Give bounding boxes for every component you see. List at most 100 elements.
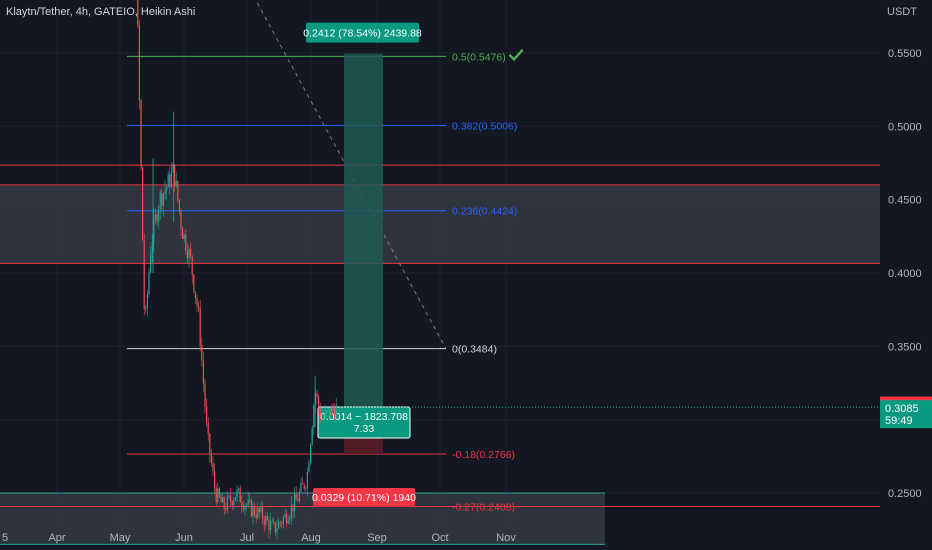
target-label-box: [306, 22, 419, 43]
candle-body: [258, 507, 261, 513]
candle-body: [137, 0, 139, 25]
candle-body: [162, 193, 165, 206]
candle-body: [234, 497, 237, 501]
candle-body: [228, 495, 230, 497]
candle-body: [143, 240, 145, 310]
candle-body: [207, 422, 209, 434]
y-tick-label: 0.4000: [888, 268, 922, 280]
candle-body: [186, 250, 189, 259]
candle-body: [191, 255, 193, 275]
candle-body: [177, 180, 179, 200]
candle-body: [231, 501, 233, 506]
time-axis[interactable]: Apr May Jun Jul Aug Sep Oct Nov 5: [2, 532, 516, 544]
supply-zone: [0, 493, 605, 545]
candle-body: [154, 214, 157, 219]
candle-body: [151, 241, 153, 255]
zones: [0, 164, 880, 545]
current-price-badge: 0.3085: [885, 403, 919, 415]
y-tick-label: 0.4500: [888, 195, 922, 207]
candle-body: [233, 500, 235, 506]
candle-body: [230, 495, 232, 502]
candle-body: [166, 187, 168, 191]
candle-body: [281, 522, 283, 524]
candle-body: [210, 454, 213, 464]
candle-body: [284, 513, 286, 518]
candle-body: [305, 488, 307, 490]
candle-body: [319, 407, 321, 420]
candle-body: [161, 192, 163, 206]
candle-body: [241, 502, 243, 506]
current-price-badge-box: [880, 400, 932, 429]
x-tick-label: Nov: [496, 532, 516, 544]
candle-body: [273, 521, 275, 523]
candle-body: [306, 472, 309, 489]
candle-body: [289, 517, 291, 521]
fib-level-label: 0.236(0.4424): [452, 206, 517, 218]
candle-body: [295, 494, 297, 500]
candle-body: [302, 482, 304, 485]
position-profit-area: [344, 53, 383, 408]
symbol-title: Klaytn/Tether, 4h, GATEIO, Heikin Ashi: [6, 6, 196, 18]
candle-body: [140, 100, 142, 168]
candle-body: [212, 463, 214, 472]
fib-level-label: -0.27(0.2408): [452, 501, 515, 513]
candle-body: [214, 471, 216, 488]
candle-body: [196, 297, 198, 307]
candle-body: [246, 504, 248, 506]
candle-body: [220, 496, 222, 503]
candle-body: [226, 496, 229, 511]
candle-body: [236, 489, 238, 498]
price-axis[interactable]: 0.25000.30000.35000.40000.45000.50000.55…: [888, 0, 922, 500]
candle-body: [257, 507, 259, 518]
countdown-label: 59:49: [885, 415, 913, 427]
candle-body: [183, 234, 185, 240]
candle-body: [268, 520, 270, 531]
long-position-tool[interactable]: 0.2412 (78.54%) 2439.88 0.0014 ~ 1823.708…: [303, 22, 422, 506]
candle-body: [238, 488, 240, 490]
candle-body: [271, 521, 273, 523]
candle-body: [218, 488, 221, 497]
fib-level-label: 0.382(0.5006): [452, 120, 517, 132]
candle-body: [286, 513, 288, 524]
candle-body: [145, 308, 147, 310]
candle-body: [262, 506, 264, 520]
candle-body: [329, 408, 331, 416]
x-tick-label: Jul: [240, 532, 254, 544]
candle-body: [180, 211, 182, 229]
candle-body: [276, 528, 278, 533]
y-tick-label: 0.2500: [888, 488, 922, 500]
candle-body: [330, 407, 333, 416]
candle-body: [185, 234, 187, 251]
candle-body: [170, 172, 173, 188]
candle-body: [282, 517, 285, 524]
candle-body: [294, 494, 296, 512]
candle-body: [254, 506, 256, 515]
candle-body: [270, 521, 272, 531]
x-tick-label: Aug: [301, 532, 321, 544]
candle-body: [316, 392, 318, 397]
candle-body: [217, 488, 219, 503]
candle-body: [138, 24, 141, 101]
candle-body: [263, 519, 265, 525]
candle-body: [142, 167, 144, 241]
candle-body: [223, 497, 225, 510]
candle-body: [255, 514, 257, 518]
candle-body: [247, 499, 249, 505]
candle-body: [198, 306, 200, 309]
candle-body: [204, 383, 206, 407]
candle-body: [209, 433, 211, 455]
candle-body: [310, 444, 312, 463]
candle-body: [326, 410, 328, 412]
candle-body: [311, 427, 313, 445]
x-tick-label: Oct: [431, 532, 448, 544]
fibonacci-retracement[interactable]: 1(0.7469)0.86(0.6911)0.786(0.6616)0.618(…: [127, 0, 524, 513]
candle-body: [150, 254, 152, 273]
x-tick-label: Jun: [175, 532, 193, 544]
candle-body: [287, 520, 289, 524]
candle-body: [188, 248, 190, 259]
currency-label: USDT: [887, 6, 917, 18]
candle-body: [194, 291, 197, 298]
